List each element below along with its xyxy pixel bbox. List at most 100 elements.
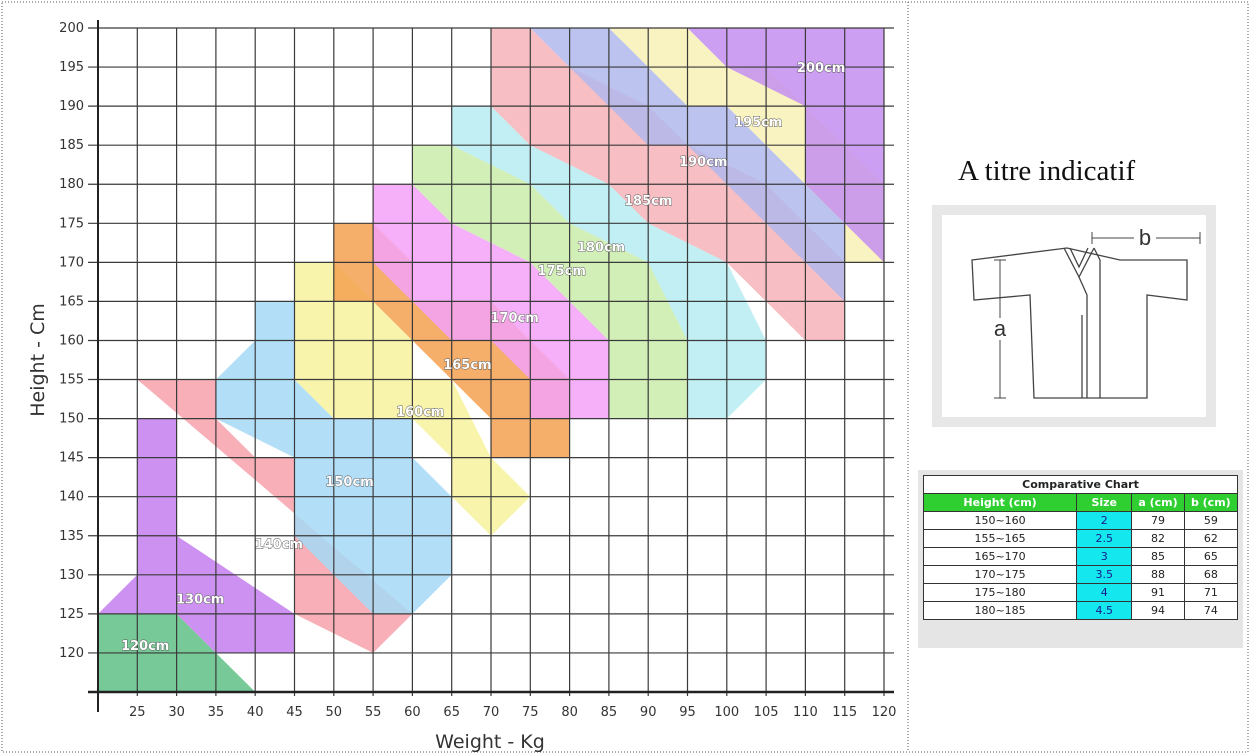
x-tick-label: 95 [679, 705, 696, 720]
table-row: 175~180 4 91 71 [922, 583, 1239, 602]
cell-b: 68 [1183, 565, 1239, 584]
x-tick-label: 35 [208, 705, 225, 720]
zone-label: 200cm [797, 61, 845, 76]
zone-labels: 120cm 130cm 140cm 150cm 160cm 165cm 170cm 175cm… [121, 61, 846, 655]
cell-a: 88 [1131, 565, 1185, 584]
table-row: 180~185 4.5 94 74 [922, 601, 1239, 620]
cell-b: 62 [1183, 529, 1239, 548]
y-tick-label: 185 [59, 138, 84, 153]
zone-label: 120cm [121, 639, 169, 654]
header-b: b (cm) [1183, 493, 1239, 512]
cell-a: 91 [1131, 583, 1185, 602]
y-tick-label: 145 [59, 451, 84, 466]
x-tick-label: 50 [326, 705, 343, 720]
grid-lines [88, 20, 894, 712]
cell-size: 2.5 [1076, 529, 1133, 548]
jacket-body-outline [971, 247, 1188, 399]
y-tick-label: 125 [59, 607, 84, 622]
cell-a: 94 [1131, 601, 1185, 620]
dimension-b-label: b [1139, 225, 1151, 250]
zone-200cm [687, 28, 884, 263]
x-tick-label: 40 [247, 705, 264, 720]
header-size: Size [1076, 493, 1133, 512]
cell-height: 175~180 [922, 583, 1078, 602]
zone-label: 175cm [538, 264, 586, 279]
zone-175cm [412, 145, 688, 419]
x-tick-label: 105 [754, 705, 779, 720]
y-tick-label: 200 [59, 21, 84, 36]
y-tick-label: 190 [59, 99, 84, 114]
x-tick-label: 55 [365, 705, 382, 720]
cell-size: 4.5 [1076, 601, 1133, 620]
jacket-diagram: a b [932, 205, 1216, 427]
axis-ticks: 25 30 35 40 45 50 55 60 65 70 75 80 85 90 95 100 105 110 1… [59, 21, 896, 720]
x-tick-label: 110 [793, 705, 818, 720]
x-tick-label: 60 [404, 705, 421, 720]
comparative-chart-panel: Comparative Chart Height (cm) Size a (cm… [918, 470, 1243, 648]
table-row: 155~165 2.5 82 62 [922, 529, 1239, 548]
comparative-table: Comparative Chart Height (cm) Size a (cm… [922, 475, 1239, 620]
zone-label: 165cm [443, 358, 491, 373]
cell-a: 82 [1131, 529, 1185, 548]
zone-label: 160cm [396, 405, 444, 420]
x-tick-label: 100 [714, 705, 739, 720]
cell-size: 4 [1076, 583, 1133, 602]
zone-label: 185cm [624, 194, 672, 209]
cell-height: 180~185 [922, 601, 1078, 620]
cell-b: 74 [1183, 601, 1239, 620]
cell-b: 65 [1183, 547, 1239, 566]
y-tick-label: 160 [59, 333, 84, 348]
y-tick-label: 170 [59, 255, 84, 270]
x-tick-label: 75 [522, 705, 539, 720]
x-tick-label: 65 [443, 705, 460, 720]
cell-height: 155~165 [922, 529, 1078, 548]
x-tick-label: 45 [286, 705, 303, 720]
y-tick-label: 165 [59, 294, 84, 309]
zone-label: 190cm [679, 155, 727, 170]
cell-size: 3.5 [1076, 565, 1133, 584]
zone-label: 150cm [325, 475, 373, 490]
zone-130cm [98, 418, 295, 653]
zone-195cm [608, 28, 884, 263]
y-tick-label: 195 [59, 60, 84, 75]
header-height: Height (cm) [922, 493, 1078, 512]
table-caption: Comparative Chart [923, 475, 1238, 494]
cell-size: 2 [1076, 511, 1133, 530]
zone-label: 195cm [734, 116, 782, 131]
y-tick-label: 140 [59, 490, 84, 505]
table-row: 170~175 3.5 88 68 [922, 565, 1239, 584]
y-tick-label: 120 [59, 646, 84, 661]
zone-label: 170cm [490, 311, 538, 326]
zone-label: 130cm [176, 592, 224, 607]
x-tick-label: 120 [872, 705, 897, 720]
y-tick-label: 130 [59, 568, 84, 583]
x-tick-label: 90 [640, 705, 657, 720]
cell-size: 3 [1076, 547, 1133, 566]
x-tick-label: 70 [483, 705, 500, 720]
y-axis-title: Height - Cm [27, 303, 49, 417]
indicative-heading: A titre indicatif [958, 155, 1136, 187]
x-tick-label: 30 [168, 705, 185, 720]
jacket-lapel [1078, 247, 1101, 398]
jacket-diagram-canvas: a b [942, 215, 1206, 417]
x-tick-label: 85 [601, 705, 618, 720]
x-tick-label: 25 [129, 705, 146, 720]
y-tick-label: 150 [59, 412, 84, 427]
y-tick-label: 135 [59, 529, 84, 544]
table-row: 150~160 2 79 59 [922, 511, 1239, 530]
header-a: a (cm) [1131, 493, 1185, 512]
table-row: 165~170 3 85 65 [922, 547, 1239, 566]
table-header-row: Height (cm) Size a (cm) b (cm) [922, 493, 1239, 512]
zone-label: 180cm [577, 241, 625, 256]
cell-a: 79 [1131, 511, 1185, 530]
cell-b: 59 [1183, 511, 1239, 530]
cell-height: 165~170 [922, 547, 1078, 566]
y-tick-label: 155 [59, 373, 84, 388]
zone-label: 140cm [255, 538, 303, 553]
x-tick-label: 115 [832, 705, 857, 720]
dimension-a-label: a [994, 316, 1007, 341]
cell-height: 170~175 [922, 565, 1078, 584]
jacket-illustration: a b [971, 225, 1201, 399]
